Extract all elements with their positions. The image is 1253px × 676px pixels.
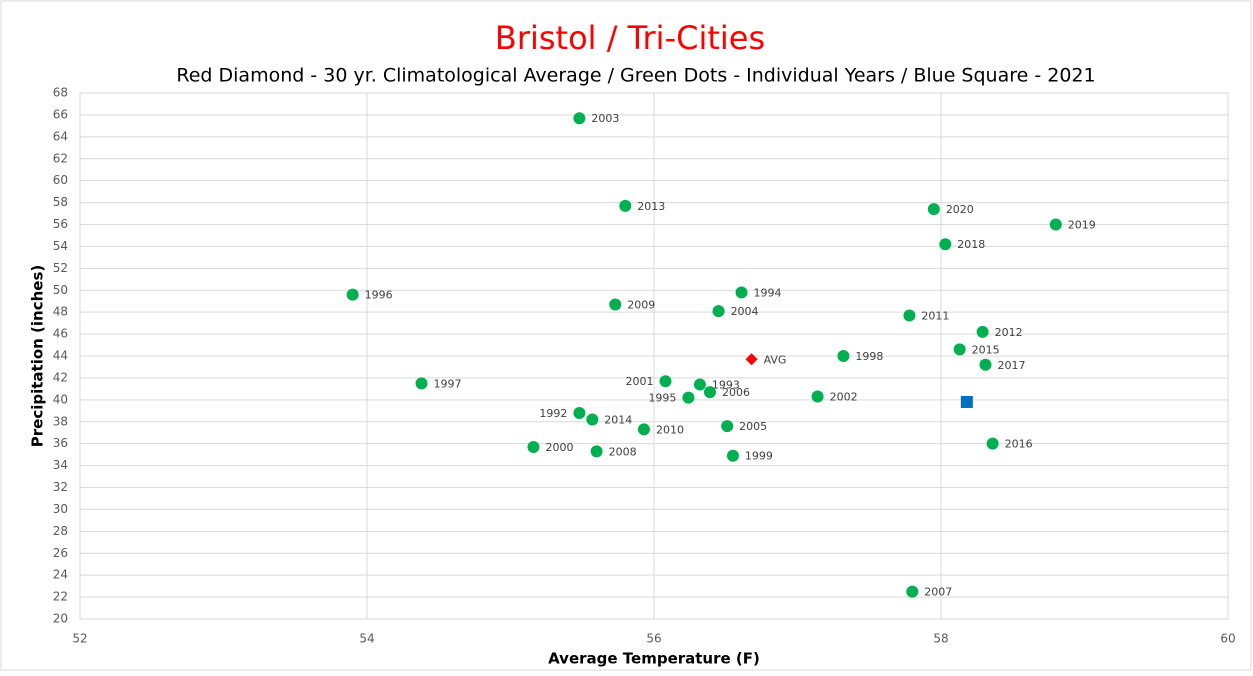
point [837, 350, 850, 362]
point [976, 325, 989, 338]
y-tick-label: 44 [53, 349, 68, 363]
y-tick-label: 66 [53, 107, 68, 121]
y-tick-label: 36 [53, 436, 68, 450]
point [619, 199, 632, 212]
chart-subtitle: Red Diamond - 30 yr. Climatological Aver… [176, 65, 1095, 87]
point [712, 305, 725, 318]
y-tick-label: 22 [53, 590, 68, 604]
y-tick-label: 24 [53, 568, 68, 582]
x-tick-label: 52 [72, 632, 87, 646]
y-tick-label: 26 [53, 546, 68, 560]
point [527, 440, 540, 453]
point-label: 2004 [731, 305, 759, 318]
point [906, 585, 919, 598]
point-label: 2000 [545, 441, 573, 454]
y-tick-label: 40 [53, 392, 68, 406]
point-label: 1995 [648, 392, 676, 405]
y-tick-label: 64 [53, 129, 68, 143]
point-label: 2019 [1068, 219, 1096, 232]
y-tick-label: 38 [53, 414, 68, 428]
chart-title: Bristol / Tri-Cities [495, 19, 765, 57]
point-label: 2010 [656, 423, 684, 436]
point-label: 2008 [609, 445, 637, 458]
point-label: 2006 [722, 386, 750, 399]
point [415, 377, 428, 390]
point [1049, 218, 1062, 231]
y-tick-label: 46 [53, 327, 68, 341]
y-tick-label: 58 [53, 195, 68, 209]
point [346, 288, 359, 301]
point [726, 449, 739, 462]
point-label: 1997 [434, 377, 462, 390]
point [573, 406, 586, 419]
point-label: 2013 [637, 200, 665, 213]
point [703, 386, 716, 399]
point-label: 1993 [712, 378, 740, 391]
point-label: 1996 [365, 289, 393, 302]
point-label: 2005 [739, 420, 767, 433]
point-label: 2009 [627, 298, 655, 311]
point-label: 2017 [997, 359, 1025, 372]
x-tick-label: 58 [933, 632, 948, 646]
point-label: 2012 [995, 326, 1023, 339]
y-tick-label: 52 [53, 261, 68, 275]
y-tick-label: 54 [53, 239, 68, 253]
y-tick-label: 28 [53, 524, 68, 538]
point [979, 358, 992, 371]
point [986, 437, 999, 450]
y-tick-label: 68 [53, 86, 68, 100]
point [682, 391, 695, 404]
x-tick-label: 60 [1220, 632, 1235, 646]
point-label: 2001 [625, 375, 653, 388]
point [573, 112, 586, 125]
y-tick-label: 62 [53, 151, 68, 165]
y-tick-label: 48 [53, 305, 68, 319]
point-label: 2002 [830, 391, 858, 404]
point [590, 445, 603, 458]
point [745, 353, 758, 366]
point [953, 343, 966, 356]
x-axis-label: Average Temperature (F) [548, 650, 760, 668]
point-label: 2020 [946, 203, 974, 216]
point [903, 309, 916, 322]
y-tick-label: 50 [53, 283, 68, 297]
y-tick-label: 34 [53, 458, 68, 472]
point [735, 286, 748, 299]
point-label: 1998 [855, 350, 883, 363]
y-tick-label: 20 [53, 612, 68, 626]
point [586, 413, 599, 426]
point [811, 390, 824, 403]
point-label: 2011 [921, 309, 949, 322]
point-label: 1994 [754, 286, 782, 299]
y-axis-label: Precipitation (inches) [29, 265, 47, 448]
point-label: 1992 [539, 407, 567, 420]
point-label: 2015 [972, 343, 1000, 356]
point-label: 2014 [604, 414, 632, 427]
point-label: 2016 [1005, 438, 1033, 451]
point [659, 375, 672, 388]
point-label: 2003 [591, 112, 619, 125]
y-tick-label: 32 [53, 480, 68, 494]
point [960, 396, 973, 409]
point-label: 1999 [745, 450, 773, 463]
point [939, 238, 952, 251]
x-tick-label: 54 [359, 632, 374, 646]
y-tick-label: 42 [53, 370, 68, 384]
y-tick-label: 60 [53, 173, 68, 187]
point [609, 298, 622, 311]
plot-border [79, 92, 1229, 620]
x-tick-label: 56 [646, 632, 661, 646]
point-label: 2018 [957, 238, 985, 251]
point [637, 423, 650, 436]
point [721, 420, 734, 433]
point [693, 378, 706, 391]
y-tick-label: 30 [53, 502, 68, 516]
point-label: AVG [764, 353, 787, 366]
point-label: 2007 [924, 586, 952, 599]
point [927, 203, 940, 216]
y-tick-label: 56 [53, 217, 68, 231]
